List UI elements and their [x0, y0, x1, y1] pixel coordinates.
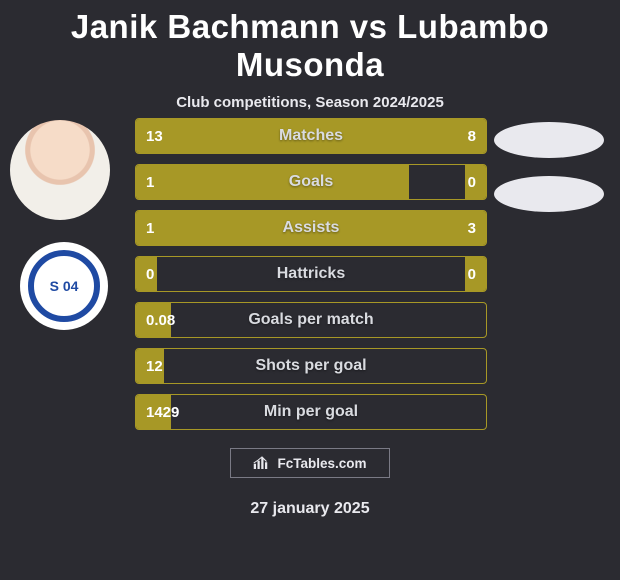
bar-label: Hattricks — [136, 257, 486, 291]
bar-row: 00Hattricks — [135, 256, 487, 292]
bar-right-fill: 0 — [465, 257, 486, 291]
bar-right-fill: 0 — [465, 165, 486, 199]
bar-left-value: 0 — [136, 266, 164, 283]
bar-left-fill: 13 — [136, 119, 353, 153]
date-text: 27 january 2025 — [0, 500, 620, 518]
comparison-bars: 138Matches10Goals13Assists00Hattricks0.0… — [135, 118, 487, 440]
bar-row: 0.08Goals per match — [135, 302, 487, 338]
bar-left-value: 1 — [136, 174, 164, 191]
bar-right-fill: 3 — [224, 211, 487, 245]
bar-right-value: 8 — [458, 128, 486, 145]
bar-left-value: 12 — [136, 358, 173, 375]
bar-left-value: 0.08 — [136, 312, 185, 329]
left-avatar-column: S 04 — [10, 120, 120, 352]
bar-right-value: 3 — [458, 220, 486, 237]
right-orbit-column — [494, 122, 604, 230]
bars-icon — [253, 456, 271, 470]
bar-left-fill: 0.08 — [136, 303, 171, 337]
bar-row: 1429Min per goal — [135, 394, 487, 430]
subtitle: Club competitions, Season 2024/2025 — [0, 94, 620, 111]
bar-left-fill: 1429 — [136, 395, 171, 429]
bar-row: 10Goals — [135, 164, 487, 200]
orbit-shape — [494, 176, 604, 212]
page-title: Janik Bachmann vs Lubambo Musonda — [0, 0, 620, 84]
club-avatar: S 04 — [20, 242, 108, 330]
bar-left-fill: 1 — [136, 211, 224, 245]
club-badge-text: S 04 — [28, 250, 100, 322]
bar-row: 12Shots per goal — [135, 348, 487, 384]
bar-left-value: 1429 — [136, 404, 189, 421]
bar-right-value: 0 — [458, 266, 486, 283]
bar-row: 138Matches — [135, 118, 487, 154]
branding-badge: FcTables.com — [230, 448, 390, 478]
orbit-shape — [494, 122, 604, 158]
bar-label: Shots per goal — [136, 349, 486, 383]
bar-row: 13Assists — [135, 210, 487, 246]
branding-text: FcTables.com — [277, 456, 366, 471]
bar-left-value: 13 — [136, 128, 173, 145]
bar-right-value: 0 — [458, 174, 486, 191]
bar-left-value: 1 — [136, 220, 164, 237]
bar-label: Goals per match — [136, 303, 486, 337]
bar-left-fill: 12 — [136, 349, 164, 383]
bar-right-fill: 8 — [353, 119, 486, 153]
player-avatar — [10, 120, 110, 220]
bar-left-fill: 0 — [136, 257, 157, 291]
bar-left-fill: 1 — [136, 165, 409, 199]
